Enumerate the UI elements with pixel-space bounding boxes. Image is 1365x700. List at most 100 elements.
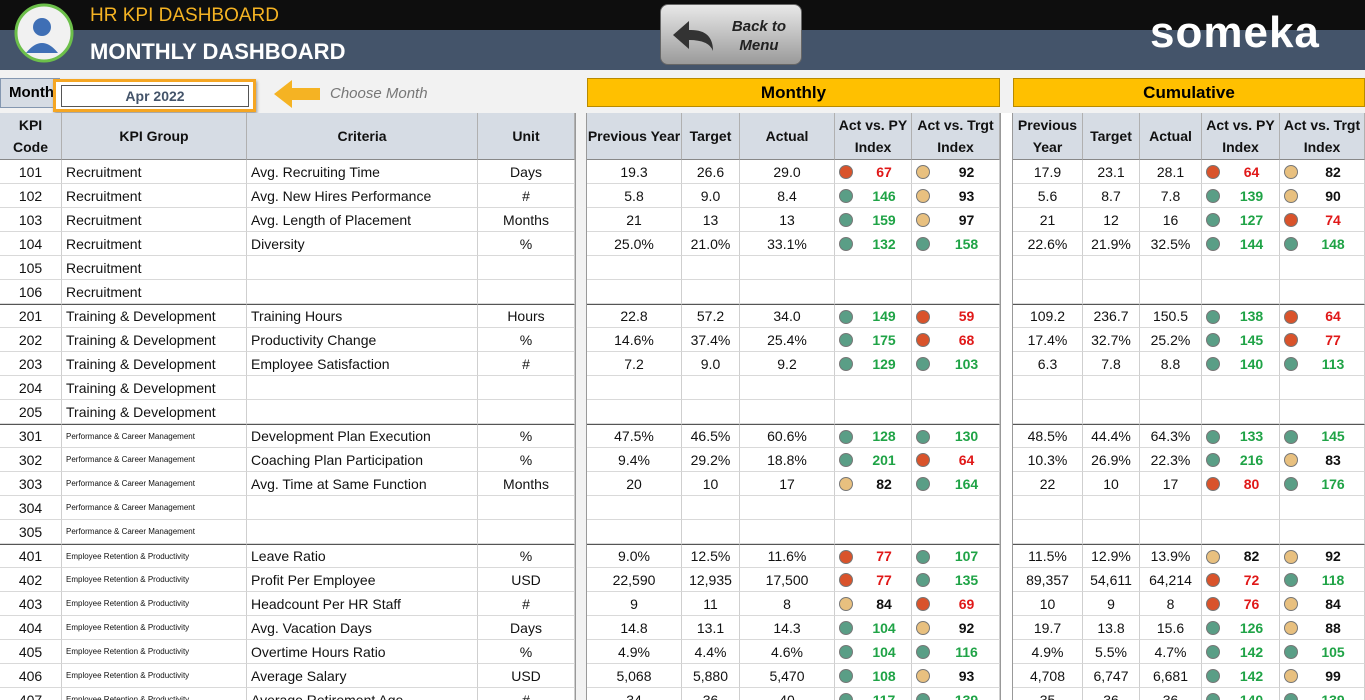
monthly-value: 22,590 [587,568,682,592]
cumulative-value [1140,256,1202,280]
kpi-code: 402 [0,568,62,592]
index-cell: 149 [835,304,912,328]
cumulative-value: 150.5 [1140,304,1202,328]
kpi-code: 304 [0,496,62,520]
kpi-code: 404 [0,616,62,640]
month-select[interactable]: Apr 2022 [53,79,256,112]
index-cell: 138 [1202,304,1280,328]
kpi-criteria: Avg. Time at Same Function [247,472,478,496]
status-dot [916,693,930,700]
monthly-value: 4.6% [740,640,835,664]
index-value: 158 [954,235,979,252]
index-value: 139 [1321,691,1345,700]
status-dot [916,165,930,179]
index-value: 113 [1321,355,1345,372]
index-cell: 104 [835,640,912,664]
index-value: 104 [872,643,896,660]
index-value: 76 [1243,595,1260,612]
index-value: 97 [958,211,975,228]
cumulative-value [1140,400,1202,424]
monthly-value: 18.8% [740,448,835,472]
kpi-group: Employee Retention & Productivity [62,664,247,688]
index-value: 108 [872,667,896,684]
index-value: 77 [876,571,892,588]
index-value: 82 [1325,163,1341,180]
index-cell: 127 [1202,208,1280,232]
cumulative-value [1013,280,1083,304]
monthly-value [682,400,740,424]
index-cell: 129 [835,352,912,376]
monthly-value: 25.0% [587,232,682,256]
kpi-criteria [247,280,478,304]
kpi-criteria: Development Plan Execution [247,424,478,448]
index-cell: 76 [1202,592,1280,616]
index-cell: 107 [912,544,1000,568]
monthly-value [587,400,682,424]
monthly-value [682,520,740,544]
cumulative-header: Cumulative [1013,78,1365,107]
index-value: 82 [876,475,892,492]
kpi-group: Recruitment [62,160,247,184]
status-dot [1284,453,1298,467]
kpi-group: Recruitment [62,280,247,304]
kpi-criteria [247,496,478,520]
kpi-unit: % [478,328,575,352]
gap [575,113,587,700]
cumulative-value: 15.6 [1140,616,1202,640]
index-cell: 97 [912,208,1000,232]
status-dot [1284,477,1298,491]
cumulative-value: 48.5% [1013,424,1083,448]
status-dot [1206,550,1220,564]
status-dot [1284,189,1298,203]
monthly-value [682,280,740,304]
monthly-value: 13.1 [682,616,740,640]
status-dot [916,189,930,203]
index-value: 139 [1239,187,1264,204]
index-value: 175 [872,331,896,348]
index-cell: 159 [835,208,912,232]
cumulative-value [1083,496,1140,520]
cumulative-value: 16 [1140,208,1202,232]
cumulative-value [1202,520,1280,544]
index-value: 103 [954,355,979,372]
index-value: 72 [1243,571,1260,588]
status-dot [839,669,853,683]
index-cell: 77 [835,568,912,592]
cumulative-value: 21.9% [1083,232,1140,256]
index-cell: 140 [1202,352,1280,376]
index-value: 145 [1321,428,1345,444]
kpi-unit: # [478,184,575,208]
column-header: Previous Year [1013,113,1083,160]
status-dot [839,550,853,564]
status-dot [839,477,853,491]
status-dot [839,237,853,251]
index-value: 84 [1325,595,1341,612]
cumulative-value: 5.5% [1083,640,1140,664]
kpi-criteria: Profit Per Employee [247,568,478,592]
kpi-unit: USD [478,664,575,688]
index-value: 92 [958,163,975,180]
cumulative-value: 25.2% [1140,328,1202,352]
status-dot [1206,310,1220,324]
monthly-value [835,496,912,520]
monthly-value: 14.8 [587,616,682,640]
status-dot [1206,573,1220,587]
kpi-code: 105 [0,256,62,280]
kpi-code: 302 [0,448,62,472]
status-dot [916,333,930,347]
index-cell: 148 [1280,232,1365,256]
status-dot [839,189,853,203]
kpi-criteria: Training Hours [247,304,478,328]
cumulative-value [1202,256,1280,280]
kpi-unit: Months [478,472,575,496]
index-value: 118 [1321,571,1345,588]
status-dot [839,645,853,659]
index-value: 135 [954,571,979,588]
cumulative-value: 4.9% [1013,640,1083,664]
cumulative-value: 89,357 [1013,568,1083,592]
column-header: Previous Year [587,113,682,160]
back-button[interactable]: Back to Menu [660,4,802,65]
cumulative-value: 17.4% [1013,328,1083,352]
index-cell: 126 [1202,616,1280,640]
